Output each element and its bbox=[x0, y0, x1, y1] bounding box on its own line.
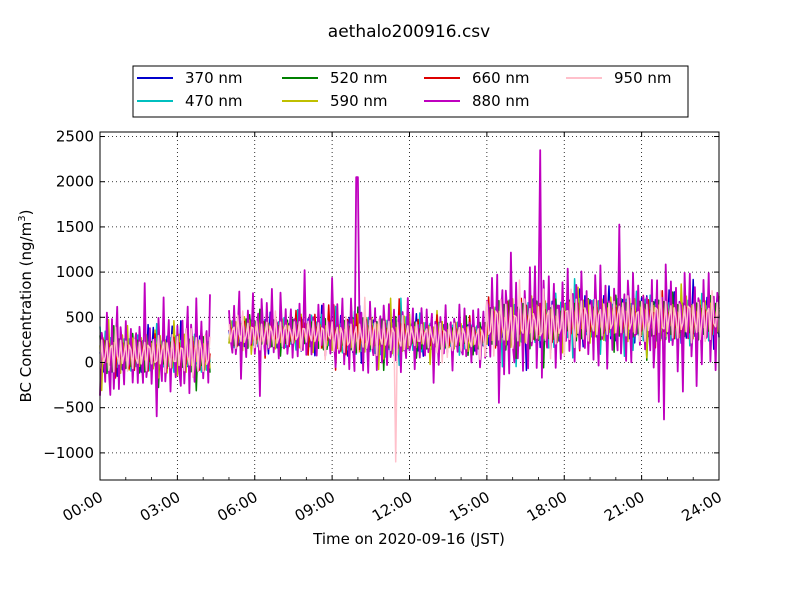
x-tick-label: 03:00 bbox=[137, 488, 183, 525]
x-tick-label: 06:00 bbox=[214, 488, 260, 525]
legend-label: 660 nm bbox=[472, 69, 530, 87]
x-tick-label: 09:00 bbox=[292, 488, 338, 525]
series-line-950nm bbox=[99, 279, 720, 463]
x-tick-label: 21:00 bbox=[601, 488, 647, 525]
legend-label: 370 nm bbox=[185, 69, 243, 87]
x-tick-label: 24:00 bbox=[679, 488, 725, 525]
y-tick-label: −500 bbox=[53, 399, 94, 417]
y-tick-label: 2500 bbox=[56, 128, 94, 146]
y-tick-label: 1500 bbox=[56, 218, 94, 236]
legend-frame bbox=[132, 65, 689, 118]
legend-label: 520 nm bbox=[330, 69, 388, 87]
legend-label: 470 nm bbox=[185, 92, 243, 110]
y-axis-label-superscript: 3 bbox=[17, 215, 28, 221]
x-tick-label: 12:00 bbox=[369, 488, 415, 525]
x-tick-label: 18:00 bbox=[524, 488, 570, 525]
legend-label: 880 nm bbox=[472, 92, 530, 110]
y-axis-label-text: BC Concentration (ng/m bbox=[17, 222, 35, 403]
y-axis-label: BC Concentration (ng/m3) bbox=[17, 210, 35, 403]
y-tick-label: 0 bbox=[84, 353, 94, 371]
y-tick-label: 500 bbox=[65, 308, 94, 326]
y-tick-label: −1000 bbox=[43, 444, 94, 462]
series-layer bbox=[99, 149, 720, 463]
x-tick-label: 15:00 bbox=[446, 488, 492, 525]
legend-label: 590 nm bbox=[330, 92, 388, 110]
y-tick-label: 2000 bbox=[56, 173, 94, 191]
y-tick-label: 1000 bbox=[56, 263, 94, 281]
legend: 370 nm 470 nm 520 nm 590 nm 660 nm 880 nm 950 … bbox=[132, 65, 689, 118]
x-axis-label: Time on 2020-09-16 (JST) bbox=[312, 530, 505, 548]
legend-label: 950 nm bbox=[614, 69, 672, 87]
y-axis-label-close: ) bbox=[17, 210, 35, 216]
x-tick-label: 00:00 bbox=[60, 488, 106, 525]
chart-title: aethalo200916.csv bbox=[328, 22, 490, 42]
